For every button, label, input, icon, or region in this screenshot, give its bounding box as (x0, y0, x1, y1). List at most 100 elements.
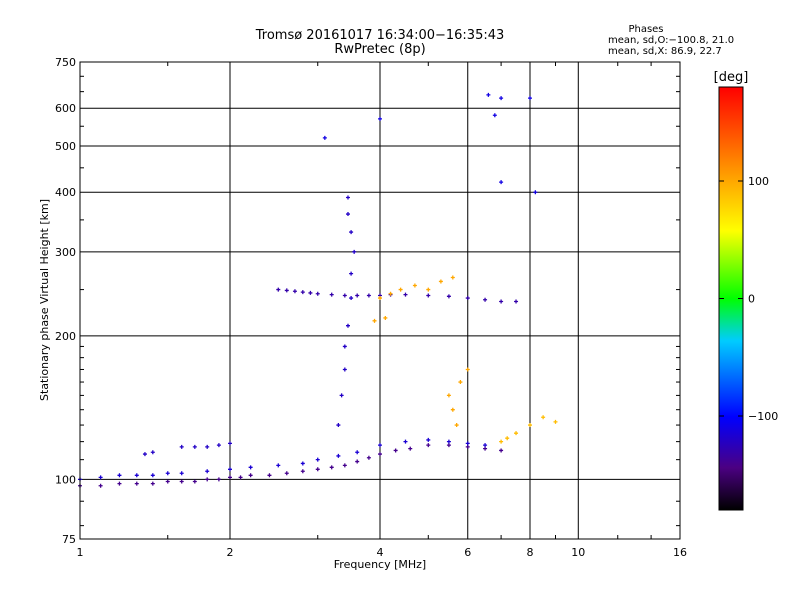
data-point (483, 297, 488, 302)
data-point (205, 469, 210, 474)
data-point (514, 299, 519, 304)
phase-info-x: mean, sd,X: 86.9, 22.7 (608, 46, 722, 57)
data-point (134, 481, 139, 486)
data-point (216, 477, 221, 482)
data-point (446, 393, 451, 398)
data-point (446, 439, 451, 444)
y-tick-label: 400 (55, 186, 76, 199)
data-point (98, 475, 103, 480)
data-point (300, 461, 305, 466)
data-point (412, 283, 417, 288)
data-point (465, 367, 470, 372)
data-point (426, 437, 431, 442)
data-point (483, 443, 488, 448)
data-point (553, 419, 558, 424)
data-point (426, 443, 431, 448)
data-point (339, 393, 344, 398)
y-tick-label: 75 (62, 533, 76, 546)
data-point (499, 180, 504, 185)
data-point (352, 249, 357, 254)
colorbar-tick-label: 100 (748, 175, 769, 188)
y-axis-label: Stationary phase Virtual Height [km] (38, 199, 51, 401)
data-point (528, 423, 532, 428)
x-axis-label: Frequency [MHz] (334, 558, 426, 571)
data-point (355, 459, 360, 464)
data-point (355, 450, 360, 455)
data-point (446, 443, 451, 448)
colorbar-ticks: 100 0 −100 (719, 175, 778, 423)
data-point (150, 473, 155, 478)
data-point (378, 296, 382, 301)
y-tick-label: 200 (55, 330, 76, 343)
data-point (366, 293, 371, 298)
data-point (465, 296, 470, 301)
data-point (284, 471, 289, 476)
phase-info-title: Phases (628, 24, 663, 35)
data-point (426, 293, 431, 298)
data-point (499, 448, 504, 453)
data-point (342, 293, 347, 298)
data-point (372, 318, 377, 323)
data-point (300, 290, 305, 295)
data-point (355, 293, 360, 298)
data-point (300, 469, 305, 474)
data-point (336, 423, 341, 428)
data-point (438, 279, 443, 284)
data-point (284, 288, 289, 293)
grid (80, 62, 680, 539)
data-point (345, 195, 350, 200)
x-tick-label: 4 (377, 546, 384, 559)
data-point (205, 444, 210, 449)
y-tick-label: 300 (55, 246, 76, 259)
phase-info-o: mean, sd,O:−100.8, 21.0 (608, 35, 734, 46)
data-point (179, 471, 184, 476)
data-point (276, 287, 281, 292)
data-point (315, 467, 320, 472)
data-point (465, 441, 470, 446)
x-tick-label: 6 (464, 546, 471, 559)
x-tick-label: 1 (77, 546, 84, 559)
chart-title: Tromsø 20161017 16:34:00−16:35:43 (255, 28, 505, 43)
data-point (292, 289, 297, 294)
data-point (329, 465, 334, 470)
data-point (192, 479, 197, 484)
data-points (78, 92, 558, 488)
data-point (450, 275, 455, 280)
data-point (267, 473, 272, 478)
y-tick-label: 750 (55, 56, 76, 69)
data-point (408, 446, 413, 451)
data-point (150, 450, 155, 455)
data-point (98, 483, 103, 488)
x-tick-label: 16 (673, 546, 687, 559)
data-point (393, 448, 398, 453)
data-point (117, 481, 122, 486)
data-point (179, 479, 184, 484)
data-point (142, 452, 147, 457)
data-point (492, 113, 497, 118)
data-point (349, 271, 354, 276)
data-point (378, 116, 382, 121)
data-point (329, 292, 334, 297)
data-point (541, 415, 546, 420)
data-point (336, 453, 341, 458)
colorbar-tick-label: −100 (748, 410, 778, 423)
data-point (228, 441, 232, 446)
data-point (342, 367, 347, 372)
data-point (342, 463, 347, 468)
data-point (499, 439, 504, 444)
data-point (398, 287, 403, 292)
data-point (134, 473, 139, 478)
data-point (505, 436, 510, 441)
y-tick-label: 600 (55, 102, 76, 115)
y-tick-label: 100 (55, 473, 76, 486)
data-point (248, 473, 253, 478)
data-point (378, 452, 382, 457)
data-point (322, 135, 327, 140)
data-point (345, 212, 350, 217)
data-point (349, 296, 354, 301)
data-point (528, 96, 532, 101)
data-point (248, 465, 253, 470)
colorbar-label: [deg] (714, 70, 749, 85)
data-point (165, 471, 170, 476)
